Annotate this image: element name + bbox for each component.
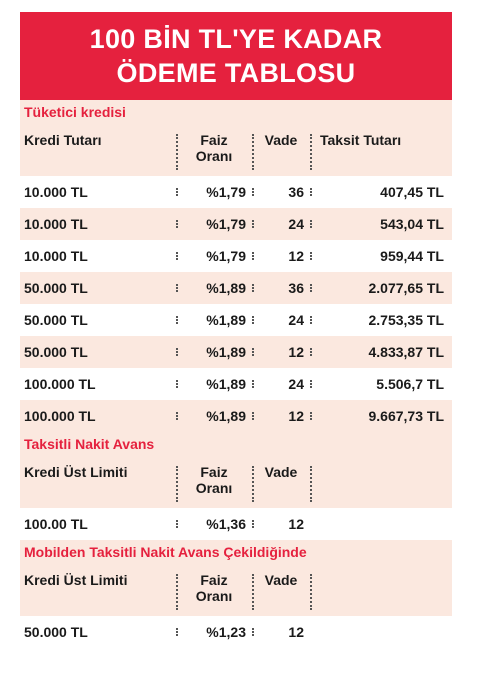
header-interest-rate: Faiz Oranı (176, 124, 252, 176)
header-term: Vade (252, 456, 310, 508)
interest-rate-cell: %1,89 (176, 408, 252, 424)
installment-cell: 2.077,65 TL (310, 280, 452, 296)
interest-rate-cell: %1,23 (176, 624, 252, 640)
section-title-cash-advance: Taksitli Nakit Avans (20, 432, 452, 456)
title-line-1: 100 BİN TL'YE KADAR (89, 24, 383, 54)
table-row: 50.000 TL %1,23 12 (20, 616, 452, 648)
interest-rate-cell: %1,89 (176, 344, 252, 360)
credit-limit-cell: 50.000 TL (24, 624, 88, 640)
interest-rate-cell: %1,79 (176, 184, 252, 200)
header-term: Vade (252, 564, 310, 616)
header-loan-amount: Kredi Tutarı (24, 132, 102, 148)
term-cell: 12 (252, 624, 310, 640)
header-interest-rate: Faiz Oranı (176, 564, 252, 616)
empty-header-cell (310, 456, 452, 508)
loan-amount-cell: 100.000 TL (24, 376, 96, 392)
interest-rate-cell: %1,79 (176, 248, 252, 264)
section-title-consumer-loan: Tüketici kredisi (20, 100, 452, 124)
term-cell: 24 (252, 376, 310, 392)
installment-cell: 407,45 TL (310, 184, 452, 200)
table-row: 10.000 TL %1,79 36 407,45 TL (20, 176, 452, 208)
loan-amount-cell: 100.000 TL (24, 408, 96, 424)
interest-rate-cell: %1,89 (176, 312, 252, 328)
installment-cell: 5.506,7 TL (310, 376, 452, 392)
page-title: 100 BİN TL'YE KADAR ÖDEME TABLOSU (20, 12, 452, 100)
interest-rate-cell: %1,89 (176, 376, 252, 392)
table-header-mobile-cash-advance: Kredi Üst Limiti Faiz Oranı Vade (20, 564, 452, 616)
term-cell: 36 (252, 184, 310, 200)
loan-amount-cell: 10.000 TL (24, 184, 88, 200)
loan-amount-cell: 50.000 TL (24, 280, 88, 296)
loan-amount-cell: 50.000 TL (24, 344, 88, 360)
table-row: 100.00 TL %1,36 12 (20, 508, 452, 540)
credit-limit-cell: 100.00 TL (24, 516, 88, 532)
installment-cell: 543,04 TL (310, 216, 452, 232)
interest-rate-cell: %1,36 (176, 516, 252, 532)
table-header-cash-advance: Kredi Üst Limiti Faiz Oranı Vade (20, 456, 452, 508)
header-term: Vade (252, 124, 310, 176)
header-interest-rate: Faiz Oranı (176, 456, 252, 508)
header-credit-limit: Kredi Üst Limiti (24, 464, 128, 480)
interest-rate-cell: %1,89 (176, 280, 252, 296)
table-row: 10.000 TL %1,79 12 959,44 TL (20, 240, 452, 272)
term-cell: 12 (252, 516, 310, 532)
installment-cell: 4.833,87 TL (310, 344, 452, 360)
empty-header-cell (310, 564, 452, 616)
table-row: 100.000 TL %1,89 24 5.506,7 TL (20, 368, 452, 400)
installment-cell: 9.667,73 TL (310, 408, 452, 424)
table-row: 50.000 TL %1,89 12 4.833,87 TL (20, 336, 452, 368)
table-row: 50.000 TL %1,89 36 2.077,65 TL (20, 272, 452, 304)
payment-table-panel: 100 BİN TL'YE KADAR ÖDEME TABLOSU Tüketi… (20, 12, 452, 694)
table-row: 100.000 TL %1,89 12 9.667,73 TL (20, 400, 452, 432)
title-line-2: ÖDEME TABLOSU (116, 58, 356, 88)
loan-amount-cell: 10.000 TL (24, 248, 88, 264)
section-title-mobile-cash-advance: Mobilden Taksitli Nakit Avans Çekildiğin… (20, 540, 452, 564)
table-row: 10.000 TL %1,79 24 543,04 TL (20, 208, 452, 240)
term-cell: 12 (252, 344, 310, 360)
term-cell: 24 (252, 216, 310, 232)
header-credit-limit: Kredi Üst Limiti (24, 572, 128, 588)
table-row: 50.000 TL %1,89 24 2.753,35 TL (20, 304, 452, 336)
table-header-consumer-loan: Kredi Tutarı Faiz Oranı Vade Taksit Tuta… (20, 124, 452, 176)
header-installment: Taksit Tutarı (310, 124, 452, 176)
installment-cell: 2.753,35 TL (310, 312, 452, 328)
loan-amount-cell: 50.000 TL (24, 312, 88, 328)
term-cell: 12 (252, 408, 310, 424)
term-cell: 12 (252, 248, 310, 264)
term-cell: 36 (252, 280, 310, 296)
loan-amount-cell: 10.000 TL (24, 216, 88, 232)
term-cell: 24 (252, 312, 310, 328)
interest-rate-cell: %1,79 (176, 216, 252, 232)
installment-cell: 959,44 TL (310, 248, 452, 264)
